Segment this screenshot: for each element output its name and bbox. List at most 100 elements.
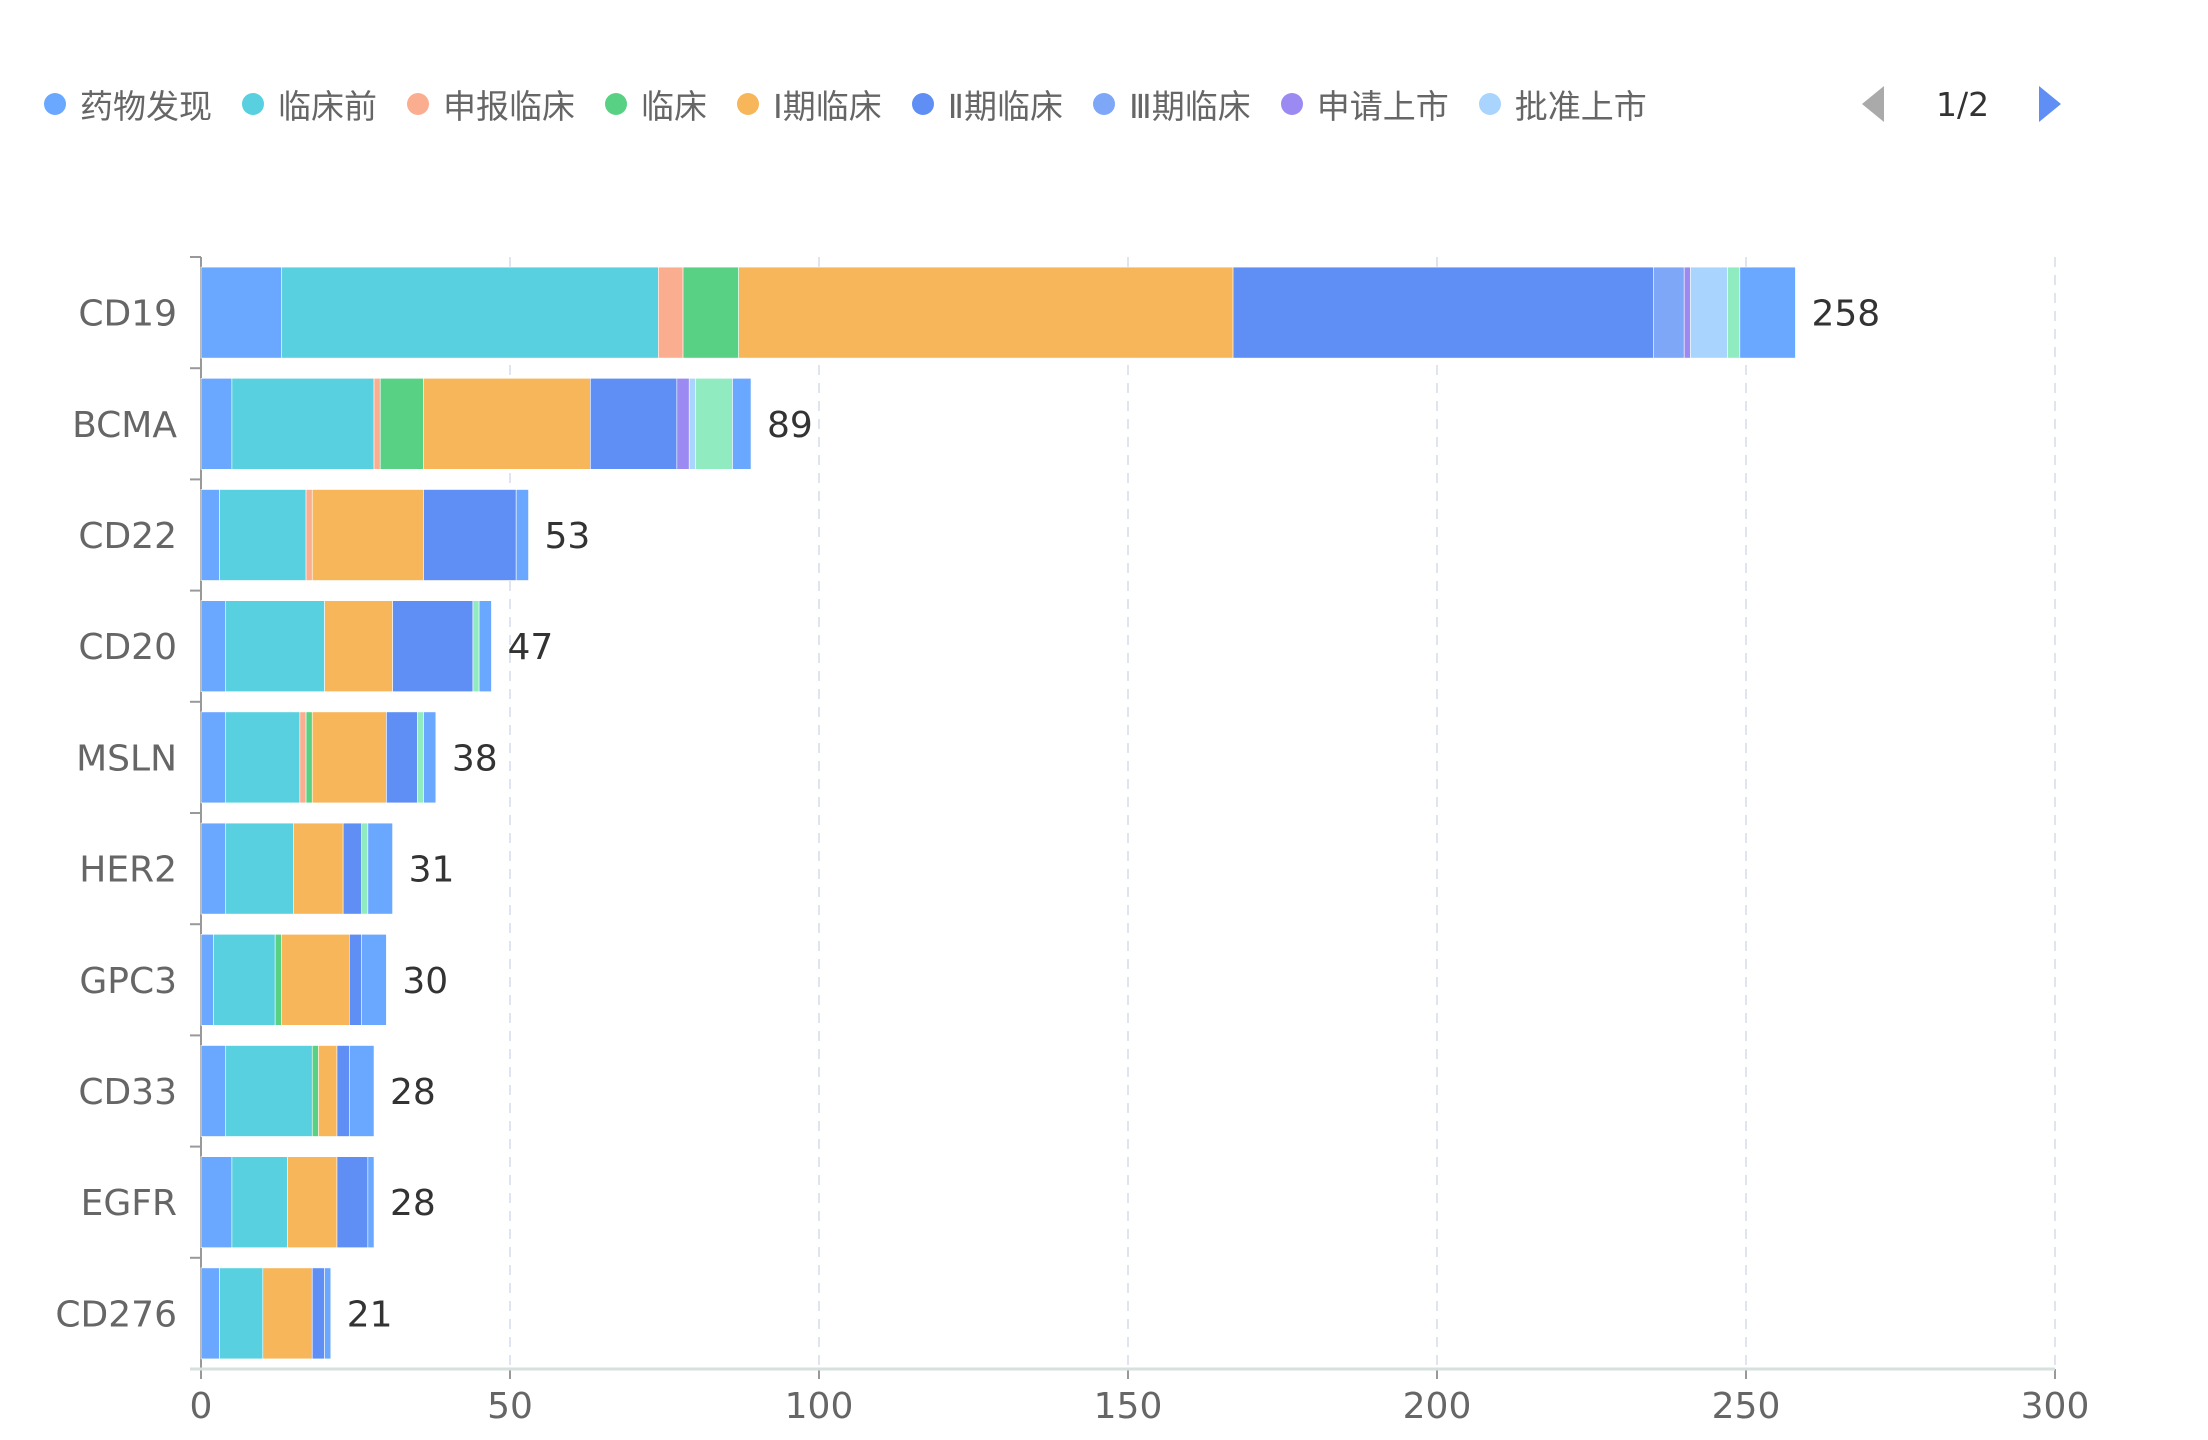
legend-item[interactable]: 药物发现	[44, 80, 212, 128]
legend-dot-icon	[737, 93, 759, 115]
bar-segment	[200, 377, 233, 470]
legend-pager: 1/2	[1862, 78, 2062, 130]
bar-segment	[287, 1156, 338, 1248]
bar-segment	[472, 600, 480, 693]
bar-segment	[200, 1267, 220, 1360]
bar-segment	[658, 266, 684, 359]
legend-label: Ⅰ期临床	[773, 87, 882, 126]
y-category-label: GPC3	[79, 961, 177, 1002]
x-tick-label: 50	[487, 1386, 533, 1427]
bar-segment	[225, 822, 295, 915]
bar-total-label: 258	[1811, 294, 1880, 335]
bar-segment	[200, 600, 227, 693]
bar-segment	[305, 489, 313, 581]
y-category-label: CD20	[78, 627, 177, 668]
legend-page-number: 1/2	[1936, 84, 1990, 124]
y-category-label: EGFR	[81, 1183, 177, 1224]
legend-next-arrow-icon[interactable]	[2039, 86, 2062, 122]
bar-segment	[676, 377, 690, 470]
legend-dot-icon	[44, 93, 66, 115]
bar-segment	[311, 1267, 325, 1360]
legend-item[interactable]: Ⅰ期临床	[737, 80, 882, 128]
bar-segment	[293, 822, 344, 915]
legend-item[interactable]: Ⅱ期临床	[911, 80, 1063, 128]
bar-segment	[379, 377, 424, 470]
legend-label: 临床前	[278, 87, 377, 126]
bar-segment	[361, 822, 369, 915]
y-category-label: MSLN	[76, 738, 177, 779]
legend-dot-icon	[1092, 93, 1115, 115]
bar-segment	[324, 600, 393, 693]
bar-segment	[225, 1045, 313, 1137]
bar-segment	[1232, 266, 1654, 359]
bar-segment	[1653, 266, 1685, 359]
bar-segment	[262, 1267, 313, 1360]
bar-segment	[318, 1045, 338, 1137]
legend-dot-icon	[242, 93, 264, 115]
bar-segment	[213, 933, 276, 1026]
bar-segment	[311, 1045, 319, 1137]
legend-item[interactable]: 申报临床	[407, 80, 575, 128]
legend-dot-icon	[1478, 93, 1501, 115]
x-tick-label: 0	[190, 1386, 213, 1427]
legend-label: 临床	[641, 87, 707, 126]
bar-segment	[423, 489, 517, 581]
x-tick-label: 150	[1094, 1386, 1163, 1427]
legend-label: 申报临床	[443, 87, 575, 126]
bar-segment	[1739, 266, 1796, 359]
bar-segment	[590, 377, 678, 470]
bar-segment	[682, 266, 739, 359]
bar-segment	[349, 933, 362, 1026]
bar-segment	[738, 266, 1234, 359]
bar-segment	[695, 377, 733, 470]
legend-label: Ⅱ期临床	[947, 87, 1063, 126]
bar-segment	[336, 1045, 350, 1137]
bar-total-label: 89	[767, 405, 813, 446]
bar-segment	[311, 489, 424, 581]
legend-item[interactable]: 临床前	[242, 80, 377, 128]
bar-segment	[281, 933, 350, 1026]
legend-dot-icon	[605, 93, 627, 115]
bar-segment	[515, 489, 529, 581]
bar-total-label: 28	[390, 1183, 436, 1224]
legend-label: 批准上市	[1514, 87, 1647, 126]
bar-segment	[423, 377, 591, 470]
bar-segment	[305, 711, 313, 804]
bar-segment	[688, 377, 696, 470]
legend-item[interactable]: 临床	[605, 80, 707, 128]
bar-segment	[336, 1156, 369, 1248]
legend-prev-arrow-icon[interactable]	[1862, 86, 1884, 122]
legend-label: Ⅲ期临床	[1128, 87, 1251, 126]
bar-segment	[281, 266, 659, 359]
bar-segment	[367, 822, 393, 915]
x-tick-label: 200	[1403, 1386, 1472, 1427]
bar-total-label: 53	[545, 516, 591, 557]
bar-segment	[219, 489, 307, 581]
x-tick-label: 300	[2021, 1386, 2090, 1427]
bar-total-label: 30	[402, 961, 448, 1002]
legend-dot-icon	[911, 93, 934, 115]
bar-segment	[349, 1045, 375, 1137]
y-category-label: HER2	[79, 850, 177, 891]
y-category-label: BCMA	[72, 405, 177, 446]
legend-item[interactable]: 申请上市	[1280, 80, 1449, 128]
bar-segment	[200, 822, 227, 915]
bar-segment	[367, 1156, 375, 1248]
bar-segment	[324, 1267, 332, 1360]
bar-segment	[219, 1267, 264, 1360]
legend-item[interactable]: Ⅲ期临床	[1092, 80, 1251, 128]
legend-label: 药物发现	[80, 87, 212, 126]
y-category-label: CD33	[78, 1072, 177, 1113]
bar-total-label: 21	[347, 1294, 393, 1335]
legend-dot-icon	[1280, 93, 1303, 115]
bar-total-label: 47	[507, 627, 553, 668]
legend-label: 申请上市	[1316, 87, 1449, 126]
bar-segment	[200, 711, 227, 804]
chart-legend: 药物发现 临床前 申报临床 临床 Ⅰ期临床 Ⅱ期临床 Ⅲ期临床 申请上市 批准上市	[44, 78, 1834, 130]
bar-segment	[386, 711, 418, 804]
bar-segment	[200, 1045, 227, 1137]
legend-item[interactable]: 批准上市	[1478, 80, 1647, 128]
bar-segment	[1690, 266, 1728, 359]
x-tick-label: 250	[1712, 1386, 1781, 1427]
